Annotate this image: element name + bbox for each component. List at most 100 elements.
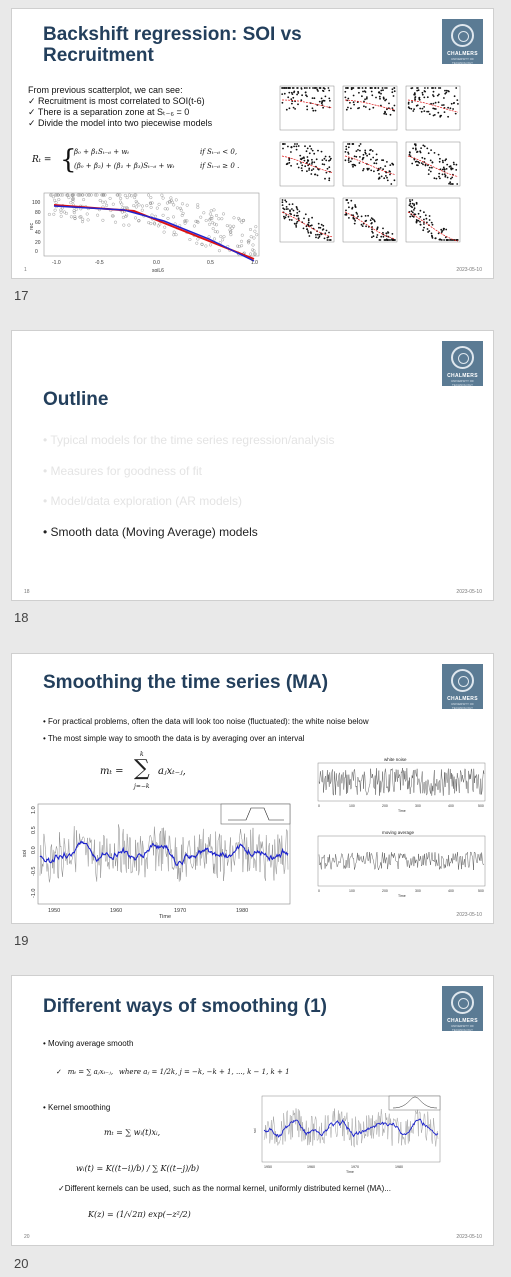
svg-text:40: 40 (35, 230, 41, 236)
lag-point (439, 238, 441, 241)
lag-point (429, 159, 432, 162)
slide-17[interactable]: Backshift regression: SOI vs Recruitment… (11, 8, 494, 279)
lag-point (393, 179, 396, 182)
lag-point (293, 214, 296, 217)
lag-point (442, 166, 445, 169)
scatter-point (125, 196, 129, 200)
scatter-point (49, 193, 52, 197)
lag-point (292, 209, 295, 212)
lag-point (351, 207, 353, 210)
lag-point (414, 147, 417, 150)
slide-19[interactable]: Smoothing the time series (MA) CHALMERS U… (11, 653, 494, 924)
lag-point (347, 143, 349, 145)
scatter-plot: -1.0 -0.5 0.0 0.5 1.0 soiL6 rec 0 20 40 … (29, 192, 260, 274)
scatter-point (71, 199, 75, 203)
slide-20[interactable]: Different ways of smoothing (1) CHALMERS… (11, 975, 494, 1246)
lag-point (350, 107, 352, 110)
slide-18[interactable]: Outline CHALMERS UNIVERSITY OF TECHNOLOGY… (11, 330, 494, 601)
lag-point (306, 95, 308, 98)
lag-point (325, 171, 328, 174)
scatter-point (70, 194, 74, 197)
svg-text:-0.5: -0.5 (95, 260, 104, 266)
scatter-point (247, 241, 251, 245)
lag-point (451, 183, 453, 185)
lag-point (386, 176, 388, 179)
lag-point (311, 97, 314, 99)
lag-point (311, 161, 314, 164)
svg-text:80: 80 (35, 210, 41, 216)
scatter-point (240, 244, 244, 248)
lag-point (385, 238, 388, 241)
lag-point (292, 87, 295, 89)
svg-text:0.5: 0.5 (207, 260, 214, 266)
scatter-point (114, 220, 117, 224)
scatter-point (181, 211, 185, 215)
scatter-point (47, 212, 51, 216)
scatter-point (125, 213, 129, 217)
lag-point (324, 232, 327, 235)
lag-point (383, 239, 386, 241)
lag-point (307, 219, 310, 222)
lag-point (287, 96, 290, 99)
lag-point (423, 145, 426, 148)
lag-point (283, 92, 286, 95)
lag-point (295, 214, 298, 217)
scatter-point (74, 207, 78, 211)
lag-point (369, 87, 372, 89)
slide-number: 20 (14, 1256, 29, 1271)
lag-point (430, 102, 432, 105)
lag-point (424, 87, 426, 89)
scatter-point (66, 193, 70, 197)
lag-point (442, 104, 445, 106)
lag-point (437, 153, 440, 156)
lag-point (411, 87, 414, 89)
lag-point (421, 156, 424, 159)
intro-text: From previous scatterplot, we can see: (28, 85, 183, 95)
lag-point (414, 144, 417, 147)
lag-point (378, 177, 381, 180)
lag-point (311, 163, 313, 165)
scatter-point (212, 208, 216, 212)
lag-point (383, 177, 386, 180)
lag-point (295, 206, 298, 208)
scatter-point (208, 212, 212, 216)
lag-point (419, 216, 422, 218)
lag-point (281, 204, 284, 206)
lag-point (371, 94, 374, 97)
scatter-point (249, 235, 253, 239)
lag-point (379, 97, 381, 100)
lag-point (307, 218, 310, 220)
lag-point (289, 212, 291, 215)
scatter-point (169, 198, 173, 202)
lag-point (456, 99, 459, 101)
lag-point (300, 162, 302, 164)
lag-point (431, 234, 433, 237)
crest-icon (451, 669, 474, 692)
lag-point (380, 104, 382, 107)
scatter-point (54, 201, 58, 205)
lag-point (285, 87, 288, 89)
lag-point (410, 107, 413, 110)
scatter-point (73, 216, 77, 220)
lag-point (364, 149, 367, 152)
scatter-point (246, 240, 250, 243)
lag-point (353, 164, 356, 166)
lag-point (449, 107, 452, 110)
scatter-point (251, 243, 255, 247)
svg-text:soi: soi (253, 1128, 257, 1133)
lag-point (327, 87, 330, 89)
svg-text:0: 0 (318, 804, 320, 808)
lag-point (304, 213, 307, 216)
lag-point (413, 213, 416, 216)
lag-point (389, 173, 391, 176)
svg-text:1980: 1980 (395, 1165, 403, 1169)
scatter-point (209, 217, 213, 221)
lag-point (387, 231, 389, 233)
lag-point (372, 232, 374, 234)
scatter-point (202, 211, 206, 215)
lag-point (448, 182, 450, 185)
scatter-point (140, 208, 144, 212)
lag-point (311, 158, 313, 161)
lag-point (433, 107, 436, 110)
lag-point (371, 150, 374, 152)
